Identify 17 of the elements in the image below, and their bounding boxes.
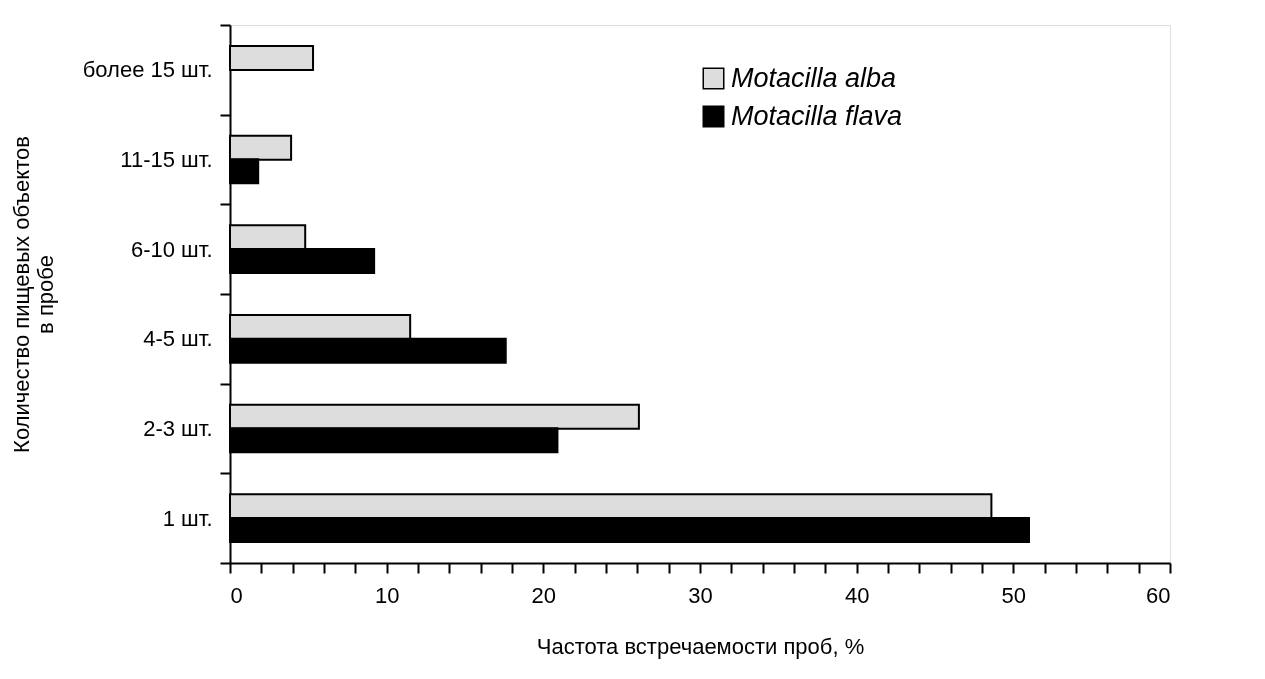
x-tick-label: 60 bbox=[1146, 582, 1171, 608]
y-tick-label: 4-5 шт. bbox=[143, 326, 213, 352]
y-tick-label: 2-3 шт. bbox=[143, 416, 213, 441]
y-tick-label: 1 шт. bbox=[162, 505, 213, 531]
y-tick-label: 6-10 шт. bbox=[130, 236, 213, 262]
x-tick-label: 20 bbox=[531, 582, 557, 608]
legend-label: Motacilla flava bbox=[731, 100, 903, 131]
x-axis-title: Частота встречаемости проб, % bbox=[536, 633, 865, 659]
x-tick-label: 0 bbox=[230, 582, 243, 608]
x-tick-label: 10 bbox=[374, 582, 400, 608]
legend-label: Motacilla alba bbox=[731, 62, 897, 93]
x-tick-label: 30 bbox=[688, 582, 713, 608]
y-tick-label: более 15 шт. bbox=[82, 57, 213, 83]
x-tick-label: 40 bbox=[844, 582, 870, 608]
y-tick-label: 11-15 шт. bbox=[120, 147, 213, 172]
y-axis-title: Количество пищевых объектов в пробе bbox=[8, 136, 58, 453]
x-tick-label: 50 bbox=[1001, 582, 1027, 608]
